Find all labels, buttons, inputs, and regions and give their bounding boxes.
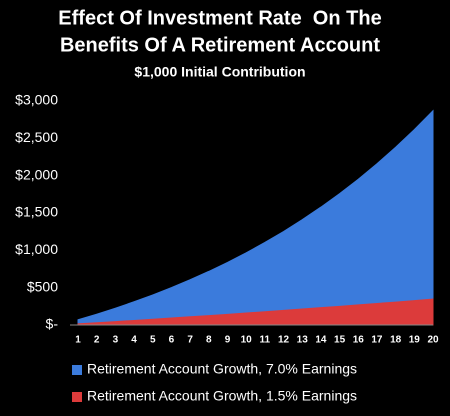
x-tick-label: 19: [409, 335, 421, 346]
y-tick-label: $1,500: [15, 204, 58, 220]
x-tick-label: 8: [206, 335, 212, 346]
x-tick-label: 4: [131, 335, 137, 346]
y-tick-label: $3,000: [15, 92, 58, 108]
x-tick-label: 9: [225, 335, 231, 346]
x-tick-label: 15: [334, 335, 346, 346]
x-tick-label: 14: [315, 335, 327, 346]
x-tick-label: 1: [75, 335, 81, 346]
area: [77, 109, 434, 326]
x-tick-label: 18: [390, 335, 402, 346]
x-tick-label: 20: [427, 335, 439, 346]
y-tick-label: $1,000: [15, 241, 58, 257]
x-tick-label: 17: [371, 335, 383, 346]
y-tick-label: $-: [46, 316, 59, 332]
x-tick-label: 7: [187, 335, 193, 346]
legend-label: Retirement Account Growth, 7.0% Earnings: [87, 361, 357, 377]
y-tick-label: $2,000: [15, 166, 58, 182]
x-tick-label: 3: [113, 335, 119, 346]
y-tick-label: $2,500: [15, 129, 58, 145]
chart-title: Benefits Of A Retirement Account: [60, 34, 380, 56]
x-tick-label: 10: [241, 335, 253, 346]
x-tick-label: 5: [150, 335, 156, 346]
legend-swatch: [72, 365, 82, 375]
chart-title: Effect Of Investment Rate On The: [58, 7, 381, 29]
x-tick-label: 13: [297, 335, 309, 346]
x-tick-label: 12: [278, 335, 290, 346]
x-tick-label: 6: [169, 335, 175, 346]
y-tick-label: $500: [27, 278, 58, 294]
legend-swatch: [72, 392, 82, 402]
x-tick-label: 16: [353, 335, 365, 346]
x-tick-label: 2: [94, 335, 100, 346]
chart-subtitle: $1,000 Initial Contribution: [134, 64, 305, 80]
area: [77, 298, 434, 326]
x-tick-label: 11: [260, 335, 271, 346]
legend-label: Retirement Account Growth, 1.5% Earnings: [87, 388, 357, 404]
